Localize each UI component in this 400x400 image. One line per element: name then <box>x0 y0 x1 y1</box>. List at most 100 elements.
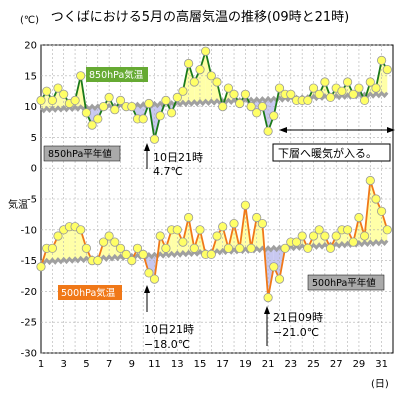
data-point <box>161 243 171 253</box>
fill-region <box>194 69 200 103</box>
fill-region <box>69 226 76 261</box>
x-tick-label: 25 <box>307 359 320 370</box>
data-point <box>167 108 177 118</box>
data-point <box>189 77 199 87</box>
data-point <box>81 243 92 253</box>
legend-850-box <box>86 67 148 82</box>
data-point <box>320 77 330 87</box>
x-tick-label: 23 <box>284 359 297 370</box>
data-point <box>184 212 194 223</box>
data-point <box>280 243 290 253</box>
legend-850-label: 850hPa気温 <box>89 69 144 81</box>
data-point <box>115 243 126 253</box>
data-point <box>331 231 341 241</box>
data-point <box>127 102 137 112</box>
normal-500-box <box>307 274 385 291</box>
y-tick-label: -5 <box>27 195 37 206</box>
data-point <box>98 237 109 247</box>
data-point <box>195 65 205 75</box>
annotation-850-arrowhead <box>144 143 150 151</box>
x-tick-label: 21 <box>262 359 275 370</box>
data-point <box>354 83 364 93</box>
y-tick-label: 15 <box>24 71 37 82</box>
data-point <box>127 255 137 266</box>
y-tick-label: -30 <box>21 349 37 360</box>
data-point <box>218 222 228 232</box>
data-point <box>246 243 256 253</box>
legend-500-box <box>58 285 122 300</box>
data-point <box>178 86 188 96</box>
data-point <box>348 89 358 99</box>
data-point <box>115 95 126 106</box>
data-point <box>155 111 165 121</box>
data-point <box>223 83 233 93</box>
x-unit-label: (日) <box>371 379 389 390</box>
data-point <box>325 92 336 103</box>
y-tick-label: 5 <box>31 133 37 144</box>
data-point <box>325 243 336 253</box>
data-point <box>212 77 222 87</box>
data-point <box>359 231 370 241</box>
data-point <box>36 95 46 106</box>
data-point <box>47 243 58 253</box>
data-point <box>212 231 222 241</box>
data-point <box>42 86 52 96</box>
data-point <box>269 262 279 272</box>
normal-850-text: 850hPa平年値 <box>48 148 112 160</box>
plot-area <box>36 44 394 354</box>
x-tick-label: 7 <box>106 359 112 370</box>
data-point <box>314 89 324 99</box>
x-tick-label: 27 <box>330 359 343 370</box>
data-point <box>47 95 58 106</box>
annotation-warm-arrowhead-left <box>279 127 287 133</box>
normal-500-label: 500hPa平年値 <box>307 274 385 291</box>
data-point <box>218 102 228 112</box>
data-point <box>98 102 109 112</box>
data-point <box>81 108 92 118</box>
y-tick-label: 0 <box>31 164 37 175</box>
x-tick-label: 9 <box>129 359 135 370</box>
data-point <box>132 243 143 253</box>
data-point <box>297 231 307 241</box>
data-point <box>286 89 296 99</box>
data-point <box>93 114 103 124</box>
y-tick-label: -15 <box>21 256 37 267</box>
x-tick-label: 29 <box>353 359 366 370</box>
data-point <box>59 89 69 99</box>
data-point <box>110 105 120 115</box>
data-point <box>229 219 239 229</box>
x-tick-label: 17 <box>216 359 229 370</box>
data-point <box>371 83 381 93</box>
chart-title: つくばにおける5月の高層気温の推移(09時と21時) <box>51 9 350 25</box>
data-point <box>359 95 370 106</box>
legend-500: 500hPa気温 <box>58 285 122 300</box>
data-point <box>376 206 387 216</box>
data-point <box>184 58 194 69</box>
y-tick-label: -25 <box>21 318 37 329</box>
data-point <box>53 231 63 241</box>
y-tick-label: 10 <box>24 102 37 113</box>
data-point <box>172 225 182 235</box>
normal-850-box <box>43 145 121 162</box>
data-point <box>138 114 148 124</box>
data-point <box>87 120 97 130</box>
normal-850-label: 850hPa平年値 <box>43 145 121 162</box>
y-tick-label: 20 <box>24 41 37 52</box>
data-point <box>371 194 381 204</box>
data-point <box>223 243 233 253</box>
data-point <box>76 71 86 81</box>
data-point <box>93 255 103 266</box>
annotation-500-min2-line2: −21.0℃ <box>273 326 319 339</box>
data-point <box>235 243 245 253</box>
data-point <box>257 219 267 229</box>
y-tick-label: -10 <box>21 225 37 236</box>
annotation-500-min1-arrowhead <box>144 285 150 293</box>
annotation-warm: 下層へ暖気が入る。 <box>272 127 395 162</box>
data-point <box>314 225 324 235</box>
data-point <box>320 231 330 241</box>
data-point <box>206 249 216 259</box>
data-point <box>195 225 205 235</box>
data-point <box>138 249 148 259</box>
data-point <box>257 102 267 112</box>
